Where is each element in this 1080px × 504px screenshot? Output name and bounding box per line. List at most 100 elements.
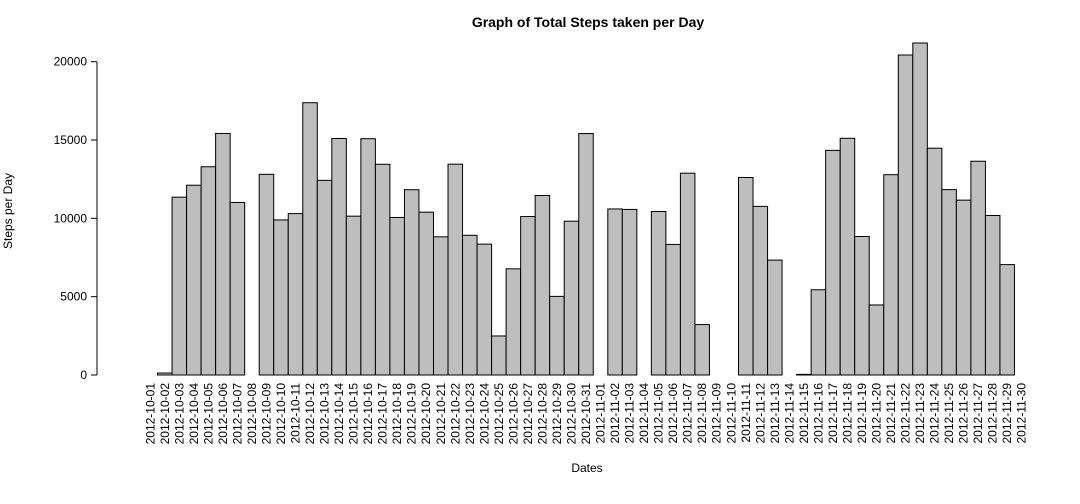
bar-2012-10-14	[331, 137, 347, 376]
bar-2012-10-30	[563, 220, 580, 376]
x-tick-label: 2012-10-25	[492, 383, 506, 445]
x-tick-label: 2012-10-14	[332, 383, 346, 445]
x-tick-label: 2012-11-03	[623, 383, 637, 444]
y-tick-label: 0	[80, 368, 87, 382]
y-tick-label: 10000	[54, 211, 88, 225]
x-tick-label: 2012-11-10	[724, 383, 738, 444]
bar-2012-11-03	[621, 208, 638, 376]
x-tick-label: 2012-11-05	[652, 383, 666, 444]
bar-2012-11-07	[679, 172, 696, 376]
x-axis-tick-labels: 2012-10-01 2012-10-02 2012-10-03 2012-10-04…	[143, 383, 1028, 445]
x-tick-label: 2012-10-03	[172, 383, 186, 445]
bar-2012-10-27	[520, 215, 536, 376]
bar-2012-10-21	[432, 236, 449, 376]
x-tick-label: 2012-10-09	[259, 383, 273, 445]
y-tick-label: 15000	[54, 133, 88, 147]
x-tick-label: 2012-11-27	[971, 383, 985, 444]
x-tick-label: 2012-10-16	[361, 383, 375, 445]
x-tick-label: 2012-10-23	[463, 383, 477, 445]
bar-2012-10-31	[578, 133, 594, 376]
x-tick-label: 2012-10-28	[535, 383, 549, 445]
x-tick-label: 2012-11-13	[768, 383, 782, 444]
bar-2012-10-24	[476, 243, 493, 376]
x-tick-label: 2012-10-17	[376, 383, 390, 445]
x-tick-label: 2012-11-08	[695, 383, 709, 444]
x-tick-label: 2012-11-04	[637, 383, 651, 444]
x-tick-label: 2012-10-05	[201, 383, 215, 445]
bar-2012-10-23	[462, 234, 478, 376]
x-tick-label: 2012-11-09	[710, 383, 724, 444]
x-tick-label: 2012-11-29	[1000, 383, 1014, 444]
x-tick-label: 2012-11-23	[913, 383, 927, 444]
x-tick-label: 2012-11-25	[942, 383, 956, 444]
x-tick-label: 2012-11-28	[986, 383, 1000, 444]
y-axis-label: Steps per Day	[1, 173, 15, 249]
bar-2012-11-17	[825, 149, 841, 376]
bar-2012-11-11	[738, 177, 754, 376]
bar-2012-10-17	[374, 163, 391, 376]
bar-2012-11-23	[912, 42, 928, 376]
bar-2012-11-15	[796, 373, 812, 376]
bar-2012-10-26	[505, 268, 522, 376]
x-tick-label: 2012-10-15	[347, 383, 361, 445]
x-tick-label: 2012-11-22	[899, 383, 913, 444]
x-tick-label: 2012-11-15	[797, 383, 811, 444]
x-tick-label: 2012-11-26	[957, 383, 971, 444]
bar-2012-11-08	[694, 324, 710, 376]
bar-2012-10-15	[345, 215, 362, 376]
bar-2012-11-26	[955, 199, 972, 376]
x-tick-label: 2012-10-29	[550, 383, 564, 445]
bar-2012-10-10	[273, 219, 289, 376]
bar-2012-10-29	[549, 295, 565, 376]
x-tick-label: 2012-10-06	[216, 383, 230, 445]
x-tick-label: 2012-11-11	[739, 383, 753, 443]
x-tick-label: 2012-11-19	[855, 383, 869, 444]
bar-2012-10-03	[171, 196, 188, 376]
y-tick-label: 5000	[60, 290, 87, 304]
bar-2012-11-18	[839, 137, 856, 376]
bar-2012-11-13	[767, 259, 783, 376]
x-tick-label: 2012-11-14	[782, 383, 796, 444]
bar-2012-11-28	[984, 214, 1001, 376]
x-tick-label: 2012-10-18	[390, 383, 404, 445]
bar-2012-10-18	[389, 216, 405, 376]
bar-2012-10-09	[258, 173, 275, 376]
x-tick-label: 2012-11-06	[666, 383, 680, 444]
bar-2012-11-19	[854, 236, 870, 376]
bar-2012-11-29	[999, 264, 1015, 376]
x-tick-label: 2012-11-20	[869, 383, 883, 444]
bar-2012-10-06	[215, 132, 231, 376]
bar-2012-10-13	[316, 179, 333, 376]
bar-2012-10-07	[229, 201, 246, 376]
x-tick-label: 2012-10-22	[448, 383, 462, 445]
bar-2012-11-21	[883, 174, 899, 376]
x-tick-label: 2012-10-21	[434, 383, 448, 445]
x-tick-label: 2012-10-11	[289, 383, 303, 444]
bar-2012-10-28	[534, 195, 551, 376]
y-axis: 0 5000 10000 15000 20000	[54, 55, 98, 382]
x-tick-label: 2012-10-31	[579, 383, 593, 445]
bar-2012-11-02	[607, 208, 623, 376]
x-tick-label: 2012-10-20	[419, 383, 433, 445]
x-tick-label: 2012-10-24	[477, 383, 491, 445]
bar-2012-11-25	[941, 189, 957, 376]
x-tick-label: 2012-10-26	[506, 383, 520, 445]
x-tick-label: 2012-10-08	[245, 383, 259, 445]
bar-2012-10-25	[491, 335, 507, 376]
x-tick-label: 2012-10-01	[143, 383, 157, 445]
bar-2012-10-04	[186, 184, 202, 376]
bar-2012-11-20	[868, 304, 885, 376]
x-tick-label: 2012-10-13	[318, 383, 332, 445]
x-tick-label: 2012-10-19	[405, 383, 419, 445]
bar-2012-11-16	[810, 289, 827, 376]
x-tick-label: 2012-10-27	[521, 383, 535, 445]
x-tick-label: 2012-10-07	[230, 383, 244, 445]
bar-2012-10-11	[287, 213, 304, 376]
bar-2012-10-05	[200, 166, 217, 376]
bar-2012-10-12	[302, 102, 318, 376]
x-tick-label: 2012-11-30	[1015, 383, 1029, 444]
bar-2012-11-12	[752, 205, 769, 376]
x-tick-label: 2012-11-24	[928, 383, 942, 444]
x-tick-label: 2012-10-30	[564, 383, 578, 445]
